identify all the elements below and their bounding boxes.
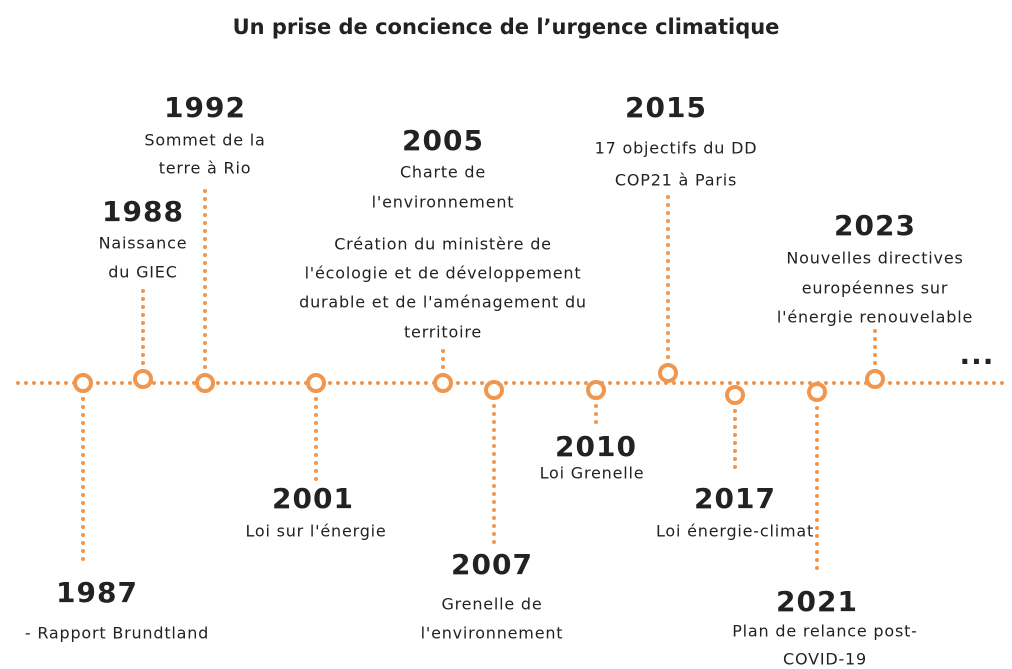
node bbox=[73, 373, 93, 393]
description: européennes sur bbox=[802, 279, 948, 298]
description: l'environnement bbox=[372, 193, 515, 212]
year: 2023 bbox=[834, 209, 916, 242]
year: 2015 bbox=[625, 91, 707, 124]
description: durable et de l'aménagement du bbox=[299, 293, 587, 312]
description: Charte de bbox=[400, 163, 486, 182]
description: 17 objectifs du DD bbox=[595, 139, 758, 158]
year: 2021 bbox=[776, 585, 858, 618]
description: Nouvelles directives bbox=[786, 249, 963, 268]
node bbox=[484, 380, 504, 400]
description: Grenelle de bbox=[441, 595, 542, 614]
description: l'écologie et de développement bbox=[305, 264, 582, 283]
description: Naissance bbox=[99, 234, 188, 253]
description: COVID-19 bbox=[783, 650, 867, 669]
description: Loi sur l'énergie bbox=[245, 522, 386, 541]
year: 1988 bbox=[102, 195, 184, 228]
description: Loi Grenelle bbox=[540, 464, 645, 483]
description: territoire bbox=[404, 323, 482, 342]
description: terre à Rio bbox=[159, 159, 252, 178]
year: 1987 bbox=[56, 576, 138, 609]
node bbox=[306, 373, 326, 393]
year: 2010 bbox=[555, 430, 637, 463]
node bbox=[133, 369, 153, 389]
description: - Rapport Brundtland bbox=[25, 624, 209, 643]
description: l'environnement bbox=[421, 624, 564, 643]
description: Loi énergie-climat bbox=[656, 522, 814, 541]
node bbox=[658, 363, 678, 383]
node bbox=[195, 373, 215, 393]
year: 2017 bbox=[694, 482, 776, 515]
description: Plan de relance post- bbox=[732, 622, 918, 641]
ellipsis: ... bbox=[960, 338, 995, 371]
year: 1992 bbox=[164, 91, 246, 124]
node bbox=[586, 380, 606, 400]
node bbox=[433, 373, 453, 393]
node bbox=[865, 369, 885, 389]
description: l'énergie renouvelable bbox=[777, 308, 973, 327]
year: 2001 bbox=[272, 482, 354, 515]
description: COP21 à Paris bbox=[615, 171, 737, 190]
description: du GIEC bbox=[108, 263, 177, 282]
description: Création du ministère de bbox=[334, 235, 552, 254]
year: 2005 bbox=[402, 124, 484, 157]
node bbox=[807, 382, 827, 402]
year: 2007 bbox=[451, 548, 533, 581]
node bbox=[725, 385, 745, 405]
title: Un prise de concience de l’urgence clima… bbox=[233, 15, 780, 39]
description: Sommet de la bbox=[144, 131, 265, 150]
